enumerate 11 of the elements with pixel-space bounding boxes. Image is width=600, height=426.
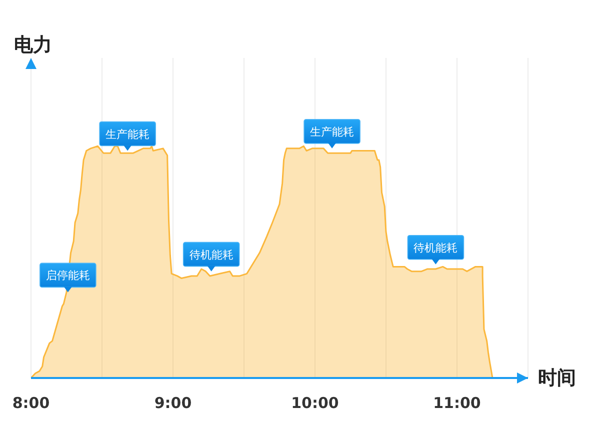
annotation: 启停能耗 [46, 269, 90, 282]
x-tick-label: 9:00 [154, 394, 192, 412]
annotation: 生产能耗 [106, 128, 150, 141]
x-tick-label: 8:00 [12, 394, 50, 412]
y-axis-title: 电力 [14, 33, 52, 57]
annotation: 待机能耗 [414, 241, 458, 254]
x-axis-title: 时间 [538, 366, 576, 390]
annotation: 生产能耗 [310, 125, 354, 138]
annotation: 待机能耗 [189, 248, 234, 262]
x-tick-label: 10:00 [291, 394, 339, 412]
x-tick-label: 11:00 [433, 394, 481, 412]
